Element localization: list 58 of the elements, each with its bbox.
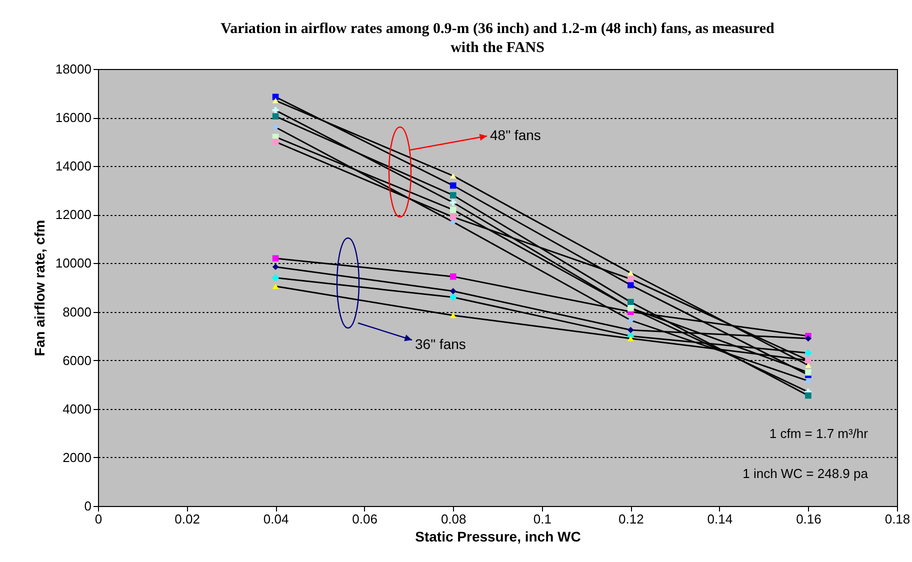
y-tick-label: 0 bbox=[84, 498, 92, 514]
x-tick-label: 0.14 bbox=[707, 512, 733, 526]
point bbox=[450, 214, 456, 220]
annotation: 36" fans bbox=[415, 336, 466, 352]
point bbox=[805, 335, 812, 342]
point bbox=[628, 298, 634, 306]
x-tick-label: 0 bbox=[94, 512, 102, 526]
point bbox=[272, 107, 279, 114]
point bbox=[272, 113, 279, 120]
y-axis-title: Fan airflow rate, cfm bbox=[31, 220, 48, 356]
point bbox=[628, 282, 634, 288]
x-tick-label: 0.18 bbox=[884, 512, 910, 526]
point bbox=[272, 124, 279, 130]
point bbox=[272, 255, 279, 262]
point bbox=[805, 350, 812, 356]
annotation: 1 inch WC = 248.9 pa bbox=[742, 466, 869, 481]
point bbox=[272, 284, 279, 290]
point bbox=[450, 288, 456, 294]
point bbox=[272, 98, 279, 104]
x-tick-label: 0.12 bbox=[618, 512, 644, 526]
y-tick-label: 4000 bbox=[62, 401, 92, 416]
point bbox=[272, 274, 279, 281]
point bbox=[805, 392, 812, 399]
x-tick-label: 0.16 bbox=[796, 512, 822, 526]
point bbox=[272, 264, 279, 270]
annotation: 1 cfm = 1.7 m³/hr bbox=[769, 426, 869, 441]
chart-title: Variation in airflow rates among 0.9-m (36 inch) and 1.2-m (48 inch) fans, as measured with the FANS bbox=[220, 21, 776, 56]
point bbox=[450, 173, 456, 179]
x-tick-label: 0.02 bbox=[174, 512, 200, 526]
x-tick-label: 0.04 bbox=[263, 512, 289, 526]
point bbox=[450, 312, 456, 318]
y-tick-label: 12000 bbox=[55, 207, 92, 222]
point bbox=[450, 273, 456, 280]
y-tick-label: 6000 bbox=[62, 352, 92, 368]
point bbox=[628, 276, 634, 282]
point bbox=[450, 192, 456, 198]
y-tick-label: 16000 bbox=[55, 110, 92, 126]
point bbox=[805, 378, 812, 384]
point bbox=[450, 182, 456, 189]
x-tick-label: 0.06 bbox=[352, 512, 378, 526]
y-tick-label: 10000 bbox=[55, 256, 92, 271]
x-tick-label: 0.08 bbox=[440, 512, 466, 526]
point bbox=[272, 138, 279, 145]
y-tick-label: 8000 bbox=[62, 304, 92, 320]
point bbox=[450, 294, 456, 300]
point bbox=[450, 199, 456, 206]
point bbox=[628, 336, 634, 342]
point bbox=[450, 206, 456, 213]
y-tick-label: 18000 bbox=[55, 62, 92, 76]
x-tick-label: 0.1 bbox=[533, 512, 552, 526]
y-tick-label: 14000 bbox=[55, 158, 92, 174]
point bbox=[628, 270, 634, 276]
point bbox=[628, 317, 634, 324]
x-axis-title: Static Pressure, inch WC bbox=[415, 528, 581, 544]
y-tick-label: 2000 bbox=[62, 450, 92, 465]
point bbox=[628, 326, 634, 334]
annotation: 48" fans bbox=[490, 127, 541, 143]
point bbox=[805, 369, 812, 376]
